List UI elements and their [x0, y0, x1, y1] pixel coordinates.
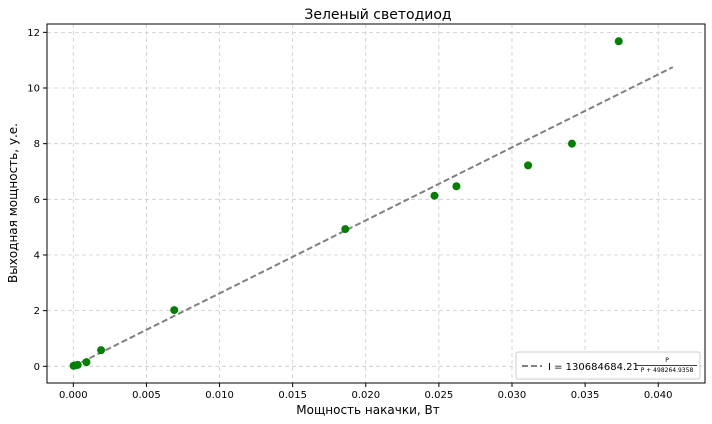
plot-area [46, 23, 706, 384]
y-tick-label: 2 [34, 306, 40, 317]
data-point [170, 306, 179, 315]
y-tick-label: 8 [34, 139, 40, 150]
legend-fit-numerator: P [665, 357, 669, 364]
data-point [73, 360, 82, 369]
grid [47, 24, 705, 383]
x-axis-title: Мощность накачки, Вт [296, 403, 439, 417]
x-axis: 0.000 0.005 0.010 0.015 0.020 0.025 0.030 0.035… [59, 383, 673, 401]
data-point [430, 191, 439, 200]
data-point [452, 182, 461, 191]
x-tick-label: 0.040 [644, 390, 673, 401]
chart-title: Зеленый светодиод [304, 7, 451, 23]
y-axis-title: Выходная мощность, у.е. [6, 123, 20, 283]
legend-box [515, 351, 701, 380]
y-tick-label: 4 [34, 250, 40, 261]
y-tick-label: 0 [34, 362, 40, 373]
x-tick-label: 0.020 [351, 390, 380, 401]
y-tick-label: 10 [27, 84, 40, 95]
legend: I = 130684684.21 P P + 498264.9358 [515, 351, 701, 380]
x-tick-label: 0.000 [59, 390, 88, 401]
fit-line [72, 66, 674, 368]
y-axis: 0 2 4 6 8 10 12 [27, 28, 47, 373]
legend-fit-formula: I = 130684684.21 [548, 362, 639, 373]
x-tick-label: 0.025 [425, 390, 454, 401]
x-tick-label: 0.030 [498, 390, 527, 401]
data-points [69, 37, 623, 370]
data-point [524, 161, 533, 170]
x-tick-label: 0.015 [278, 390, 307, 401]
x-tick-label: 0.035 [571, 390, 600, 401]
x-tick-label: 0.010 [205, 390, 234, 401]
data-point [567, 139, 576, 148]
data-point [614, 37, 623, 46]
data-point [341, 225, 350, 234]
x-tick-label: 0.005 [132, 390, 161, 401]
data-point [97, 346, 106, 355]
data-point [82, 358, 91, 367]
y-tick-label: 6 [34, 195, 40, 206]
fit-line-path [72, 66, 674, 368]
legend-fit-denominator: P + 498264.9358 [641, 367, 694, 374]
y-tick-label: 12 [27, 28, 40, 39]
